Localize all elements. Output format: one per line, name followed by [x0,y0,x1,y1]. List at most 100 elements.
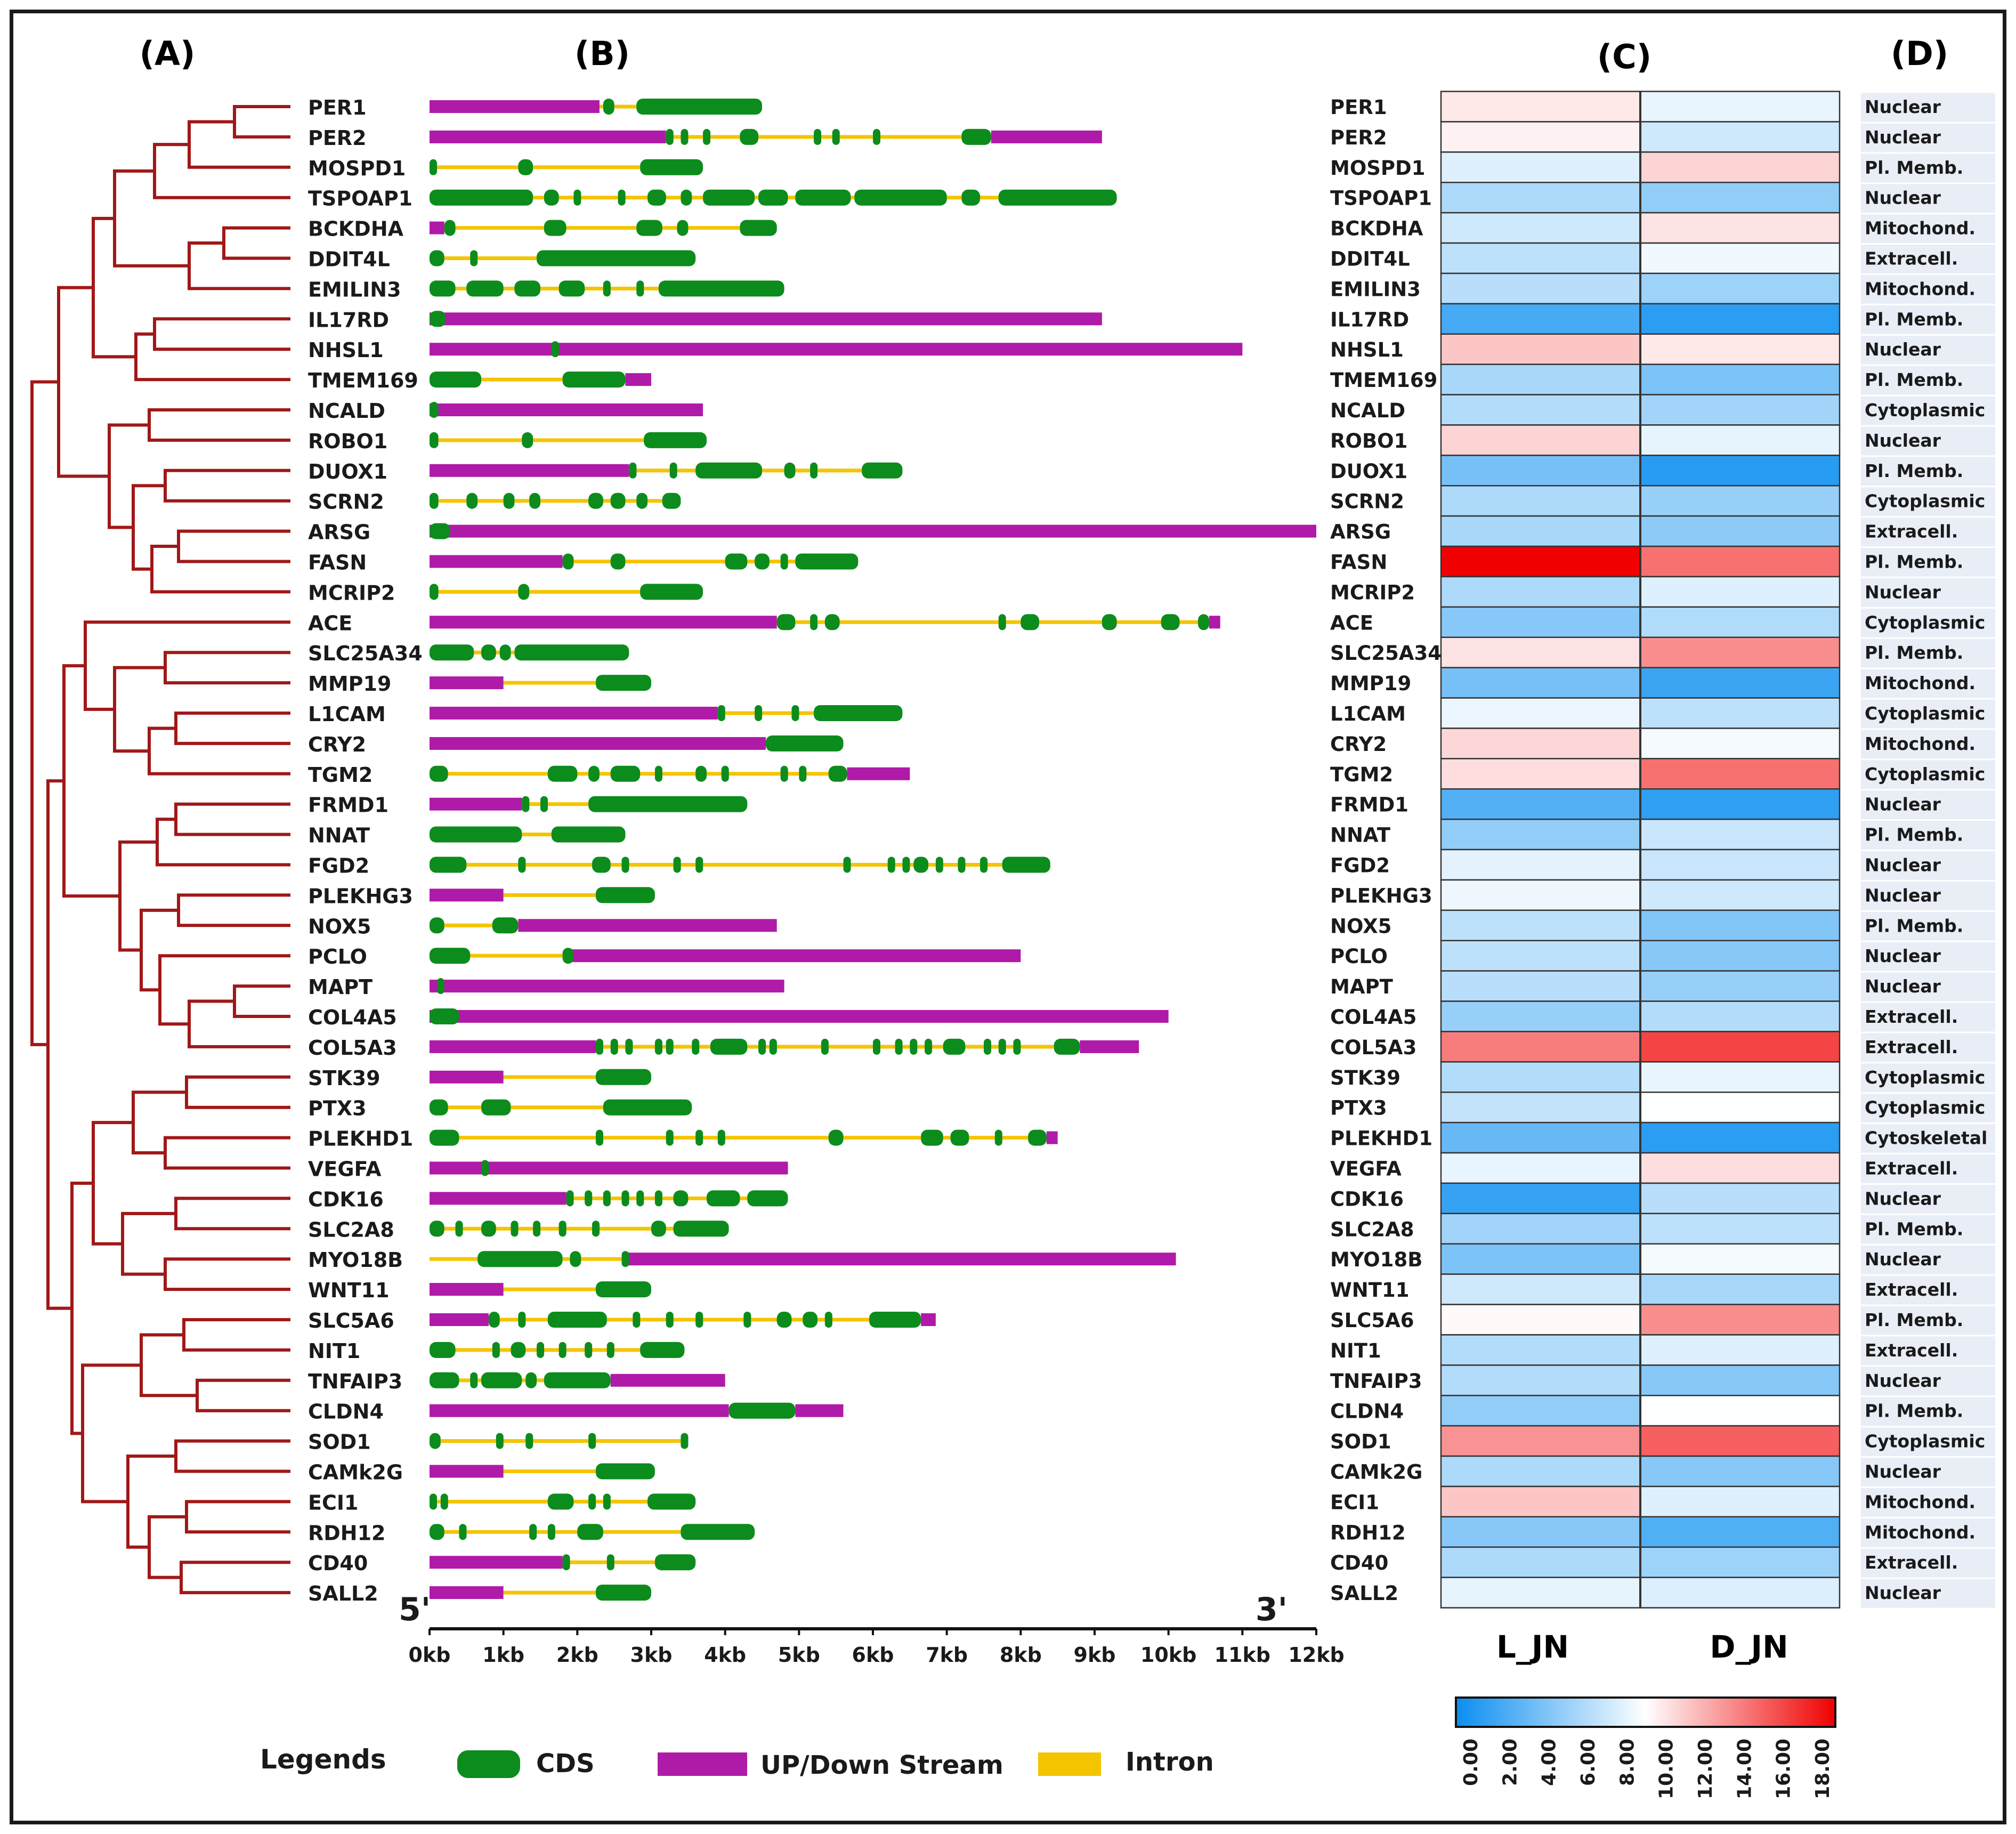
cds-segment [588,765,600,782]
heatmap-gene-label: MYO18B [1330,1248,1422,1271]
location-cell [1861,1063,1995,1093]
cds-segment [430,1099,448,1116]
gene-structure-row [430,644,629,661]
utr-segment [625,1253,1176,1266]
heatmap-cell-d [1639,940,1841,972]
heatmap-cell-d [1639,515,1841,547]
gene-name-label: ACE [308,611,352,635]
location-cell [1861,1154,1995,1183]
cds-segment [430,826,522,843]
heatmap-gene-label: PLEKHD1 [1330,1127,1432,1150]
cds-segment [585,1190,593,1207]
heatmap-cell-d [1639,1213,1841,1245]
location-cell [1861,911,1995,941]
heatmap-cell-d [1639,788,1841,820]
tree-branch [132,484,165,571]
heatmap-cell-d [1639,1577,1841,1609]
gene-structure-row [430,978,784,995]
heatmap-gene-label: EMILIN3 [1330,278,1421,301]
cds-segment [743,1312,751,1328]
cds-segment [430,432,439,448]
cds-segment [1002,857,1050,873]
heatmap-cell-l [1440,272,1641,305]
heatmap-cell-d [1639,1273,1841,1305]
cds-segment [1161,614,1180,631]
heatmap-cell-d [1639,1121,1841,1154]
cds-segment [588,1433,596,1449]
gene-structure-row [430,826,626,843]
intron-segment [430,954,570,958]
cds-segment [525,1372,537,1388]
gene-structure-row [430,1160,788,1176]
axis-tick-label: 12kb [1288,1643,1344,1667]
heatmap-cell-l [1440,545,1641,578]
cds-segment [430,1493,437,1510]
gene-name-label: ECI1 [308,1491,358,1514]
utr-segment [430,312,1102,326]
tree-branch [113,169,189,268]
location-cell [1861,1275,1995,1305]
heatmap-col-label-d: D_JN [1710,1629,1788,1665]
location-label: Cytoplasmic [1865,703,1985,724]
tree-branch [121,1211,176,1276]
gene-structure-row [430,250,696,266]
heatmap-cell-d [1639,1546,1841,1578]
cds-segment [710,1038,748,1055]
cds-segment [1013,1038,1021,1055]
heatmap-cell-d [1639,849,1841,881]
gene-structure-row [430,1402,844,1419]
heatmap-cell-l [1440,303,1641,335]
cds-segment [518,1312,526,1328]
gene-name-label: MCRIP2 [308,581,395,604]
gene-structure-row [430,1221,729,1237]
cds-segment [666,1038,674,1055]
heatmap-gene-label: CDK16 [1330,1187,1404,1210]
cds-segment [430,492,439,509]
heatmap-gene-label: BCKDHA [1330,217,1423,240]
cds-segment [603,1493,611,1510]
utr-segment [430,1556,563,1569]
location-cell [1861,881,1995,910]
cds-segment [795,189,851,206]
location-label: Nuclear [1865,885,1941,906]
intron-segment [562,1560,696,1564]
heatmap-cell-l [1440,1546,1641,1578]
tree-branch [188,999,290,1048]
cds-segment [636,280,644,297]
cds-segment [629,462,637,479]
tree-branch [153,317,290,351]
gene-name-label: TNFAIP3 [308,1370,402,1393]
cds-segment [481,644,496,661]
gene-structure-row [430,189,1117,206]
cds-segment [547,1312,607,1328]
cds-segment [695,857,703,873]
heatmap-cell-l [1440,424,1641,456]
location-label: Cytoplasmic [1865,491,1985,512]
gene-structure-row [430,1129,1058,1146]
gene-structure-row [430,1342,685,1358]
location-cell [1861,1579,1995,1608]
cds-segment [747,1190,788,1207]
heatmap-gene-label: MOSPD1 [1330,157,1426,180]
cds-segment [492,1342,500,1358]
cds-segment [769,1038,777,1055]
cds-segment [780,553,788,570]
cds-segment [610,765,641,782]
cds-segment [998,189,1117,206]
gene-name-label: PCLO [308,945,367,968]
tree-branch [126,1455,176,1549]
location-label: Cytoplasmic [1865,764,1985,785]
location-cell [1861,153,1995,183]
tree-branch [108,423,149,529]
gene-name-label: FRMD1 [308,794,388,817]
intron-segment [717,711,903,715]
subcellular-location-column: Nuclear Nuclear Pl. Memb. Nuclear Mitochond.… [1861,93,1995,1608]
heatmap-gene-label: ECI1 [1330,1491,1379,1514]
gene-name-label: MOSPD1 [308,157,406,180]
cds-segment [644,432,707,448]
gene-name-label: NIT1 [308,1339,360,1363]
cds-segment [1054,1038,1080,1055]
heatmap-col-label-l: L_JN [1496,1629,1569,1665]
gene-structure-row [430,523,1316,539]
cds-segment [430,280,456,297]
